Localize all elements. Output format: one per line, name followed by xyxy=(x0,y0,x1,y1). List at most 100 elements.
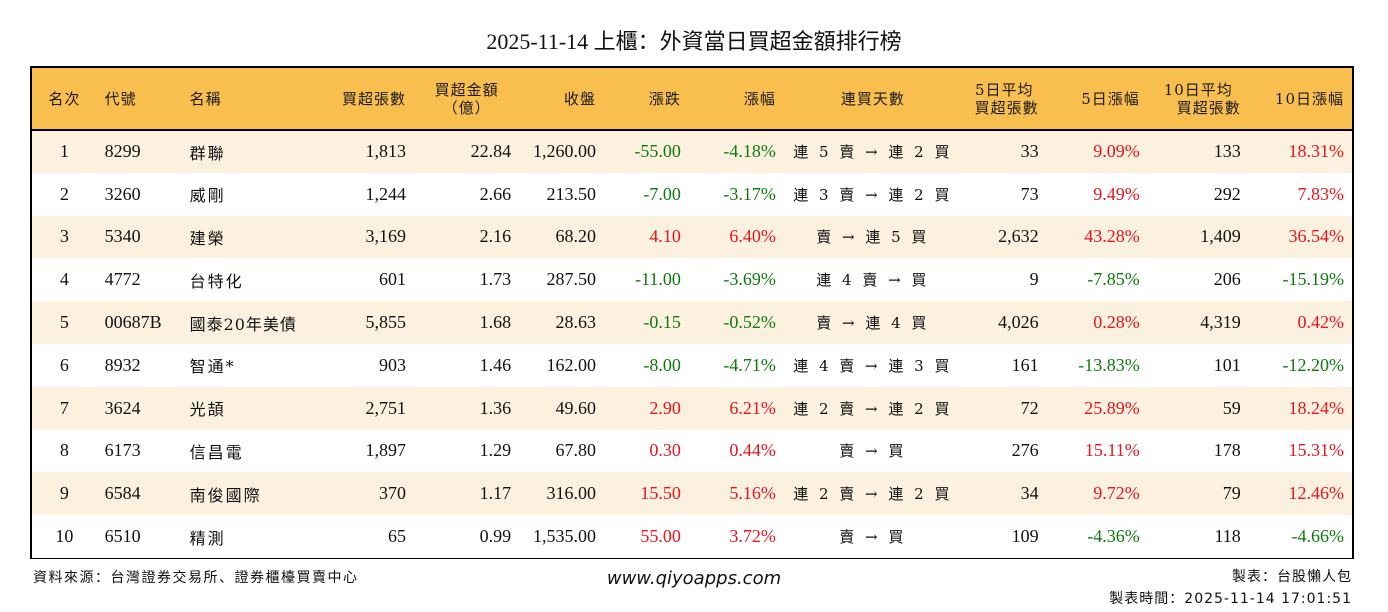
cell-close: 67.80 xyxy=(555,440,597,461)
cell-chg5: 9.49% xyxy=(1093,183,1140,204)
cell-avg5: 73 xyxy=(1020,183,1039,204)
table-row: 3 5340 建榮 3,169 2.16 68.20 4.10 6.40% 賣 … xyxy=(32,215,1352,259)
cell-chg10: 15.31% xyxy=(1288,440,1345,461)
table-row: 5 00687B 國泰20年美債 5,855 1.68 28.63 -0.15 … xyxy=(32,301,1352,344)
cell-amount: 2.16 xyxy=(479,226,512,247)
cell-avg10: 4,319 xyxy=(1200,312,1241,333)
cell-code: 6173 xyxy=(104,440,141,461)
header-net-buy-amount-line1: 買超金額 xyxy=(434,80,499,99)
cell-name: 精測 xyxy=(189,528,226,548)
cell-chg10: 7.83% xyxy=(1297,183,1345,204)
cell-chg5: -13.83% xyxy=(1078,354,1140,375)
cell-close: 1,535.00 xyxy=(533,526,597,547)
header-avg10-line2: 買超張數 xyxy=(1176,98,1241,117)
cell-change-pct: 5.16% xyxy=(729,483,776,504)
cell-change: 2.90 xyxy=(649,397,681,418)
cell-name: 威剛 xyxy=(189,186,226,206)
cell-code: 3624 xyxy=(104,397,141,418)
table-row: 10 6510 精測 65 0.99 1,535.00 55.00 3.72% … xyxy=(32,515,1352,558)
cell-change-pct: -4.71% xyxy=(723,354,776,375)
cell-code: 00687B xyxy=(104,312,162,333)
author: 製表：台股懶人包 xyxy=(1232,569,1352,585)
cell-avg10: 206 xyxy=(1213,269,1241,290)
cell-chg5: 43.28% xyxy=(1084,226,1140,247)
table-row: 2 3260 威剛 1,244 2.66 213.50 -7.00 -3.17%… xyxy=(32,172,1352,216)
cell-change-pct: 0.44% xyxy=(729,440,776,461)
cell-avg5: 2,632 xyxy=(998,226,1039,247)
header-net-buy-amount: 買超金額 （億） xyxy=(414,68,520,131)
header-change-pct: 漲幅 xyxy=(688,68,784,131)
cell-code: 6510 xyxy=(104,526,141,547)
cell-name: 南俊國際 xyxy=(189,485,262,505)
header-chg10: 10日漲幅 xyxy=(1248,68,1352,131)
cell-name: 光頡 xyxy=(189,400,226,420)
cell-lots: 5,855 xyxy=(365,312,407,333)
data-source: 資料來源：台灣證券交易所、證券櫃檯買賣中心 xyxy=(33,570,359,586)
cell-amount: 0.99 xyxy=(479,526,512,547)
cell-change: 4.10 xyxy=(649,226,681,247)
cell-avg10: 1,409 xyxy=(1200,226,1241,247)
header-code: 代號 xyxy=(96,68,182,131)
cell-code: 4772 xyxy=(104,269,141,290)
cell-lots: 1,813 xyxy=(365,141,407,162)
header-chg5: 5日漲幅 xyxy=(1046,68,1148,131)
cell-name: 信昌電 xyxy=(189,442,244,462)
cell-close: 28.63 xyxy=(555,312,597,333)
cell-avg10: 133 xyxy=(1213,141,1241,162)
cell-change-pct: 6.21% xyxy=(729,397,776,418)
table-header-row: 名次 代號 名稱 買超張數 買超金額 （億） 收盤 漲跌 漲幅 連買天數 5日平… xyxy=(32,68,1352,131)
cell-code: 8932 xyxy=(104,354,141,375)
cell-close: 1,260.00 xyxy=(533,141,597,162)
cell-rank: 6 xyxy=(59,354,69,375)
cell-name: 群聯 xyxy=(189,143,226,163)
cell-avg5: 33 xyxy=(1020,141,1039,162)
cell-chg5: 9.72% xyxy=(1093,483,1140,504)
cell-avg5: 9 xyxy=(1029,269,1039,290)
cell-avg5: 109 xyxy=(1011,526,1039,547)
cell-chg10: 18.31% xyxy=(1288,141,1345,162)
cell-lots: 370 xyxy=(379,483,407,504)
cell-avg10: 59 xyxy=(1222,397,1241,418)
cell-streak: 連 4 賣 → 連 3 買 xyxy=(793,356,953,375)
cell-rank: 10 xyxy=(55,526,74,547)
header-avg5-line1: 5日平均 xyxy=(974,80,1034,99)
cell-streak: 賣 → 買 xyxy=(839,528,907,547)
cell-amount: 1.17 xyxy=(479,483,512,504)
cell-code: 6584 xyxy=(104,483,141,504)
cell-rank: 2 xyxy=(59,183,69,204)
cell-avg5: 72 xyxy=(1020,397,1039,418)
cell-code: 8299 xyxy=(104,141,141,162)
header-close: 收盤 xyxy=(519,68,605,131)
table-row: 6 8932 智通* 903 1.46 162.00 -8.00 -4.71% … xyxy=(32,343,1352,387)
cell-streak: 賣 → 連 4 買 xyxy=(816,314,930,333)
header-change: 漲跌 xyxy=(604,68,689,131)
cell-lots: 2,751 xyxy=(365,397,407,418)
header-streak: 連買天數 xyxy=(783,68,962,131)
cell-change: -8.00 xyxy=(643,354,681,375)
cell-lots: 3,169 xyxy=(365,226,407,247)
cell-change-pct: 6.40% xyxy=(729,226,776,247)
cell-rank: 9 xyxy=(59,483,69,504)
cell-change: -7.00 xyxy=(643,183,681,204)
cell-chg5: 9.09% xyxy=(1093,141,1140,162)
cell-rank: 3 xyxy=(59,226,69,247)
cell-avg10: 292 xyxy=(1213,183,1241,204)
cell-avg10: 118 xyxy=(1214,526,1241,547)
ranking-table: 名次 代號 名稱 買超張數 買超金額 （億） 收盤 漲跌 漲幅 連買天數 5日平… xyxy=(32,68,1352,558)
cell-streak: 連 3 賣 → 連 2 買 xyxy=(793,185,953,204)
cell-amount: 1.68 xyxy=(479,312,512,333)
cell-close: 68.20 xyxy=(555,226,597,247)
table-row: 4 4772 台特化 601 1.73 287.50 -11.00 -3.69%… xyxy=(32,258,1352,302)
cell-change: -11.00 xyxy=(635,269,681,290)
header-net-buy-lots: 買超張數 xyxy=(312,68,415,131)
website-link[interactable]: www.qiyoapps.com xyxy=(606,568,782,589)
cell-close: 213.50 xyxy=(546,183,597,204)
cell-rank: 5 xyxy=(59,312,69,333)
cell-rank: 8 xyxy=(59,440,69,461)
cell-chg10: 18.24% xyxy=(1288,397,1345,418)
cell-close: 162.00 xyxy=(546,354,597,375)
cell-lots: 1,897 xyxy=(365,440,407,461)
cell-avg5: 161 xyxy=(1011,354,1039,375)
cell-chg10: 36.54% xyxy=(1288,226,1345,247)
table-body: 1 8299 群聯 1,813 22.84 1,260.00 -55.00 -4… xyxy=(32,130,1352,558)
